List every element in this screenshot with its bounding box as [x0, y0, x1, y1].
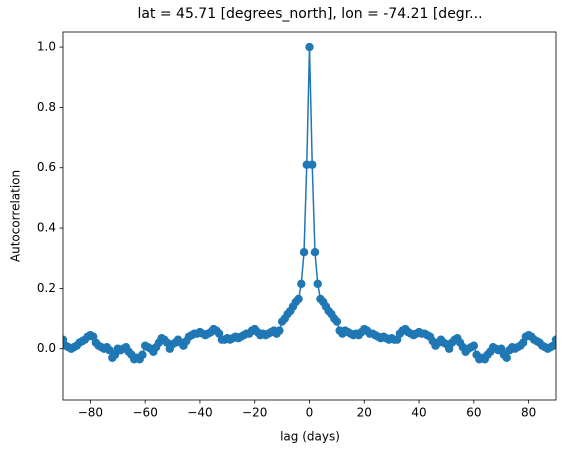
marker: [275, 326, 284, 335]
marker: [294, 294, 303, 304]
y-tick-label: 0.8: [37, 100, 56, 114]
x-tick-label: −40: [187, 406, 212, 420]
y-tick-label: 0.6: [37, 160, 56, 174]
line: [63, 47, 556, 361]
y-tick-label: 0.4: [37, 221, 56, 235]
marker: [502, 353, 511, 362]
y-tick-label: 0.2: [37, 281, 56, 295]
x-tick-label: 60: [466, 406, 481, 420]
marker: [310, 247, 320, 257]
marker: [551, 335, 556, 344]
marker: [469, 341, 479, 350]
marker: [299, 247, 309, 257]
x-tick-label: 20: [357, 406, 372, 420]
x-tick-label: −80: [78, 406, 103, 420]
marker: [549, 341, 556, 350]
axes-frame: [62, 31, 557, 401]
marker: [297, 279, 306, 289]
x-axis-label: lag (days): [280, 430, 340, 444]
marker: [308, 160, 317, 169]
chart-title: lat = 45.71 [degrees_north], lon = -74.2…: [137, 6, 482, 22]
x-tick-label: −60: [133, 406, 158, 420]
marker: [305, 42, 314, 52]
x-tick-label: 0: [306, 406, 314, 420]
x-tick-label: −20: [242, 406, 267, 420]
x-tick-label: 40: [411, 406, 426, 420]
y-axis-label: Autocorrelation: [9, 170, 23, 262]
marker: [313, 279, 322, 289]
y-tick-label: 1.0: [37, 40, 56, 54]
x-tick-label: 80: [521, 406, 536, 420]
marker: [332, 317, 342, 326]
y-tick-label: 0.0: [37, 341, 56, 355]
marker: [138, 350, 147, 359]
